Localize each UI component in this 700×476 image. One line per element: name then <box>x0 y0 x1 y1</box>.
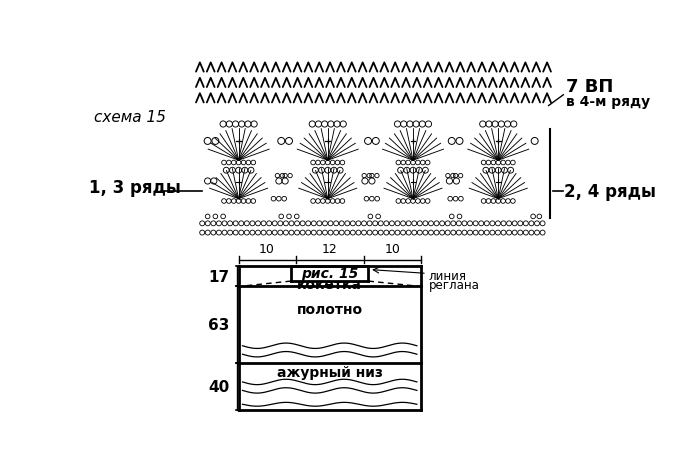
Text: 7 ВП: 7 ВП <box>566 77 613 95</box>
Text: 1, 3 ряды: 1, 3 ряды <box>89 179 181 197</box>
Text: 40: 40 <box>208 379 230 394</box>
Text: 17: 17 <box>208 269 230 284</box>
Text: в 4-м ряду: в 4-м ряду <box>566 95 650 109</box>
Text: реглана: реглана <box>428 278 480 291</box>
Text: кокетка: кокетка <box>298 277 362 291</box>
Text: 63: 63 <box>208 317 230 332</box>
Text: рис. 15: рис. 15 <box>301 267 358 281</box>
Text: полотно: полотно <box>297 303 363 317</box>
Text: 12: 12 <box>322 242 337 255</box>
Text: схема 15: схема 15 <box>94 109 166 124</box>
Text: ажурный низ: ажурный низ <box>276 365 383 379</box>
Text: линия: линия <box>428 269 466 282</box>
Text: 2, 4 ряды: 2, 4 ряды <box>564 183 656 200</box>
Text: 10: 10 <box>384 242 400 255</box>
Text: 10: 10 <box>259 242 275 255</box>
